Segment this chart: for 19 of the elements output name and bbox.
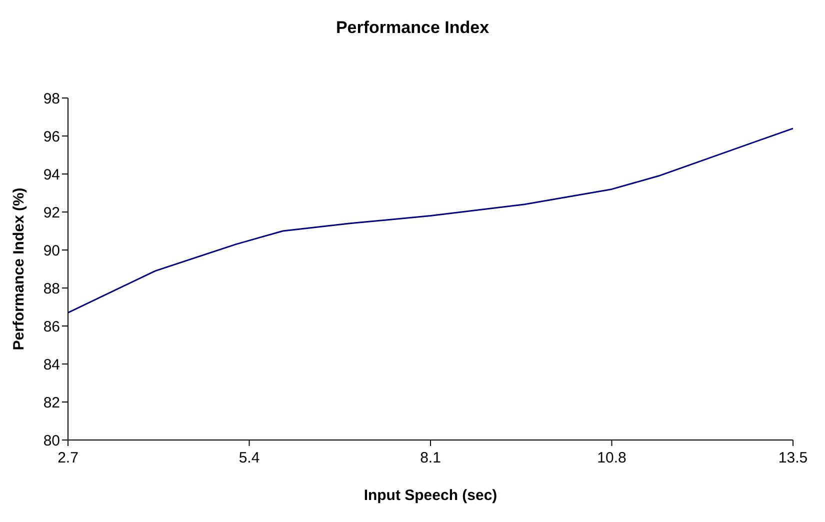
x-tick-label: 8.1 (420, 450, 441, 467)
y-tick-label: 82 (43, 394, 60, 412)
y-tick-label: 94 (43, 166, 60, 184)
y-tick-label: 88 (43, 280, 60, 298)
x-tick-label: 10.8 (597, 450, 626, 467)
y-tick-label: 86 (43, 318, 60, 336)
y-tick-label: 96 (43, 128, 60, 146)
y-tick-label: 98 (43, 90, 60, 108)
x-tick-label: 5.4 (238, 450, 260, 467)
x-axis-title: Input Speech (sec) (364, 487, 498, 504)
y-axis-title: Performance Index (%) (10, 188, 28, 350)
chart-title: Performance Index (334, 18, 490, 38)
y-tick-label: 92 (43, 204, 60, 222)
x-tick-label: 2.7 (58, 450, 78, 467)
y-tick-label: 84 (43, 356, 60, 374)
y-tick-label: 90 (43, 242, 60, 260)
x-tick-label: 13.5 (778, 450, 808, 467)
line-series (68, 128, 793, 314)
y-tick-label: 80 (43, 432, 60, 450)
